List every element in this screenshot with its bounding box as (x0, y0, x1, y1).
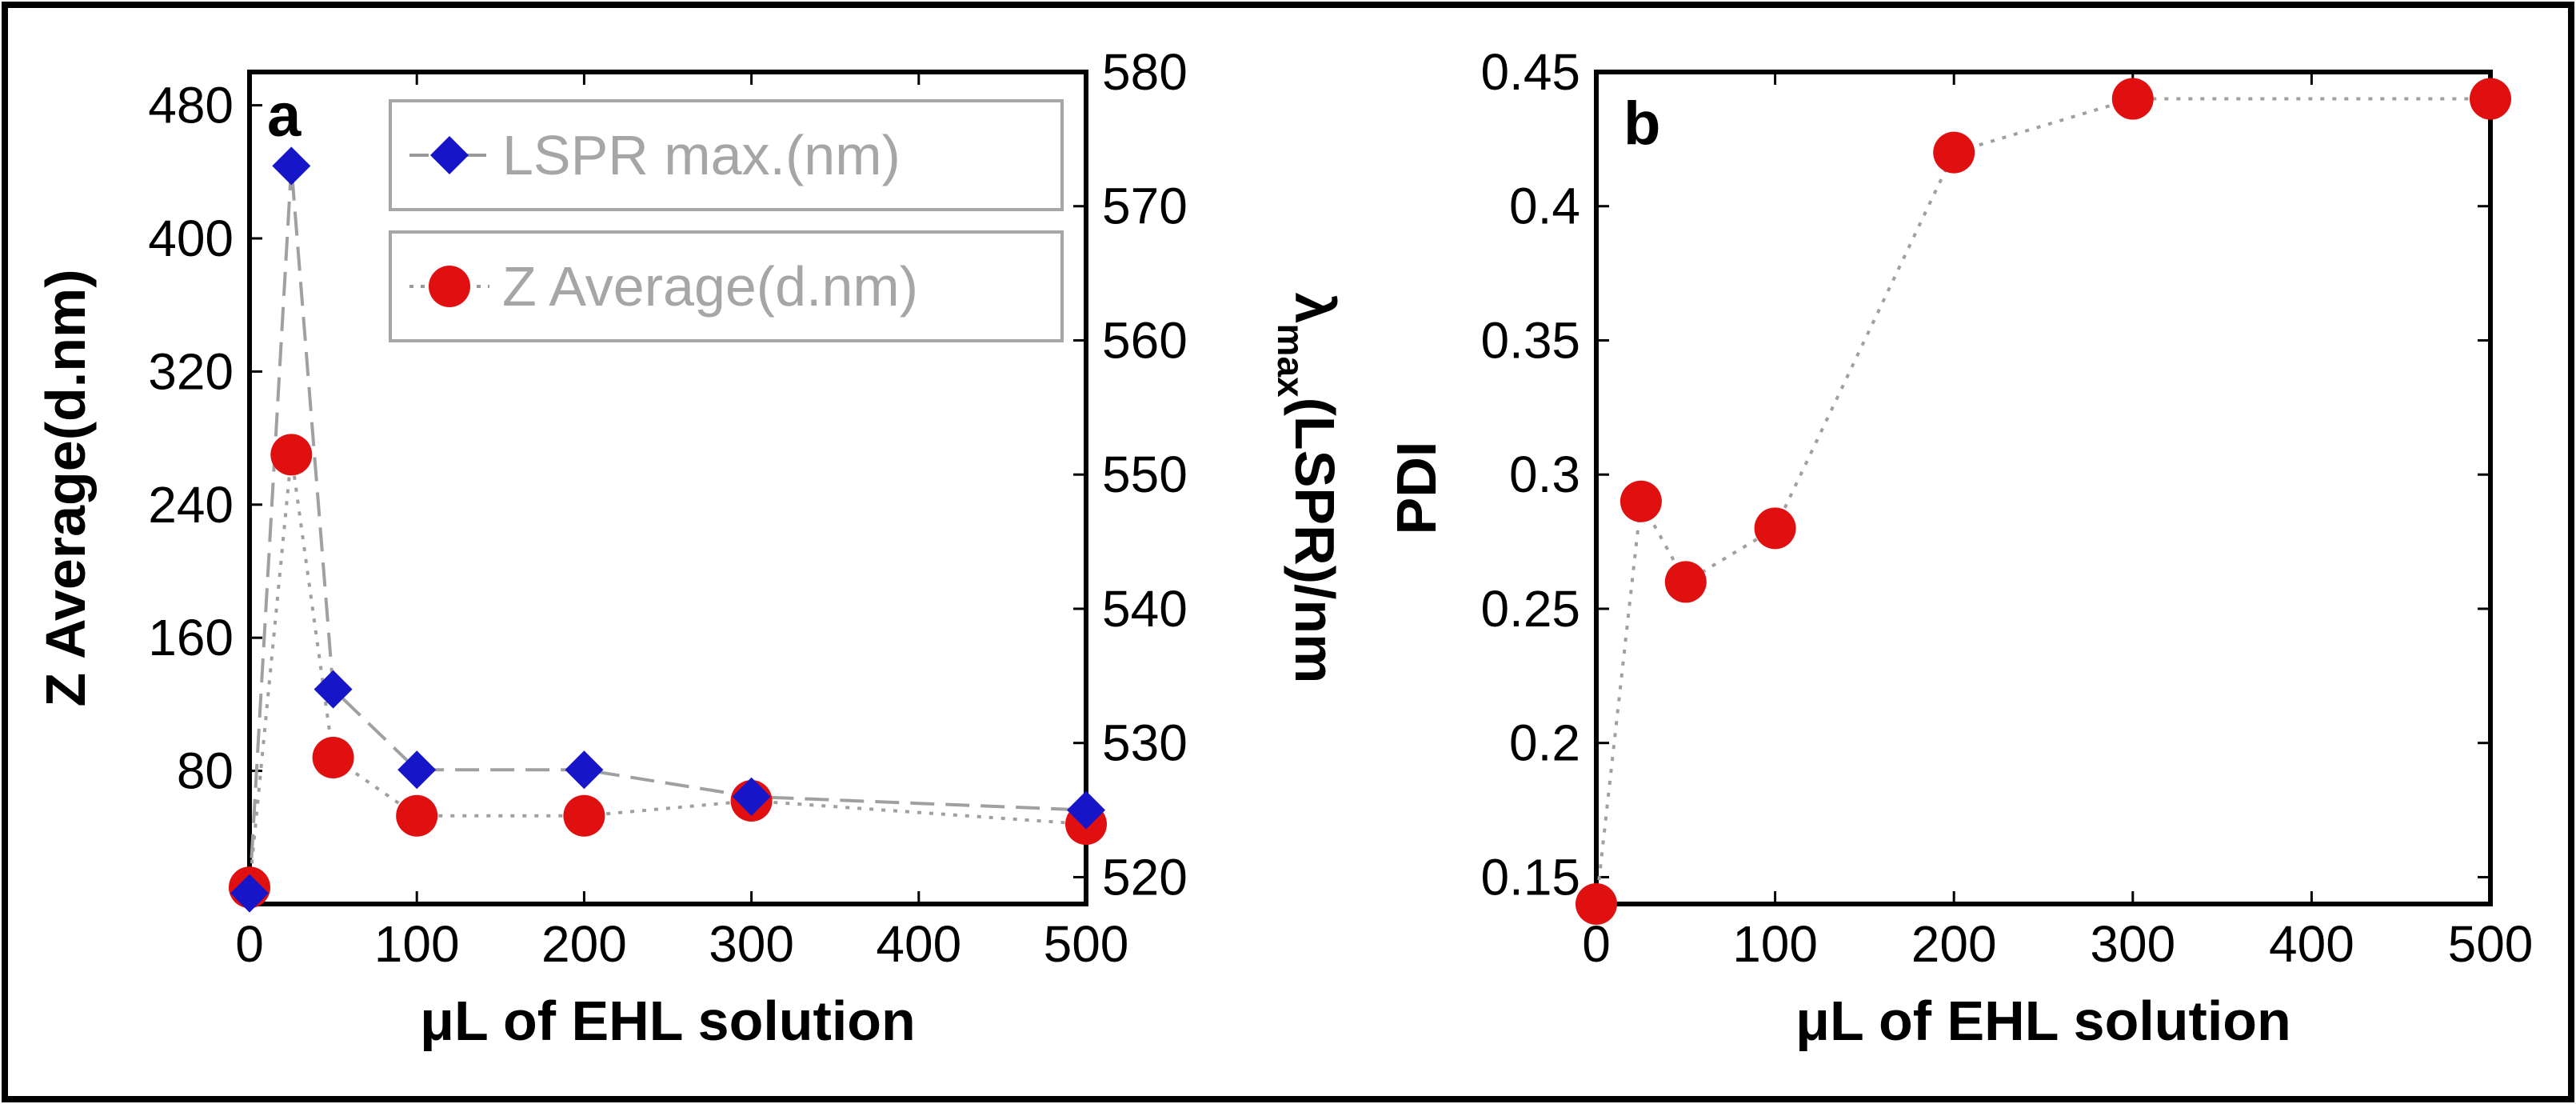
y2-tick-label: 520 (1102, 848, 1188, 906)
legend-label-lspr: LSPR max.(nm) (502, 124, 901, 186)
x-tick-label: 500 (1044, 915, 1129, 973)
data-point-circle (2470, 78, 2511, 120)
y-tick-label: 0.15 (1480, 848, 1580, 906)
data-point-diamond (397, 750, 437, 790)
y-tick-label: 80 (177, 742, 234, 800)
legend-marker-zavg (429, 266, 470, 307)
x-tick-label: 400 (876, 915, 961, 973)
x-axis-label-b: μL of EHL solution (1795, 990, 2291, 1052)
legend-label-zavg: Z Average(d.nm) (502, 255, 918, 318)
data-point-circle (2111, 78, 2154, 120)
x-tick-label: 100 (374, 915, 460, 973)
y2-label-lambda: λ (1284, 293, 1346, 324)
data-point-circle (1754, 507, 1796, 550)
data-point-diamond (1067, 790, 1105, 830)
plot-frame-a (247, 70, 1088, 906)
panel-a: 0 100 200 300 400 500 80 160 240 320 400 480 520 53… (34, 43, 1346, 1052)
x-tick-label: 200 (541, 915, 627, 973)
y-tick-label: 480 (148, 77, 234, 134)
x-tick-label: 300 (709, 915, 794, 973)
data-point-circle (270, 434, 313, 476)
y-axis-label-b: PDI (1385, 442, 1448, 535)
y-tick-label: 160 (148, 609, 234, 666)
svg-text:λmax(LSPR)/nm: λmax(LSPR)/nm (1270, 293, 1346, 684)
legend-box-zavg (389, 230, 1064, 342)
y2-axis-label-a: λmax(LSPR)/nm (1270, 293, 1346, 684)
y2-tick-label: 580 (1102, 43, 1188, 101)
y2-label-rest: (LSPR)/nm (1284, 398, 1346, 684)
y-tick-label: 0.4 (1509, 178, 1580, 235)
data-point-circle (1664, 561, 1707, 603)
data-point-diamond (565, 750, 604, 790)
data-point-circle (1619, 480, 1662, 522)
legend-marker-lspr (430, 136, 469, 174)
y-tick-label: 0.45 (1480, 43, 1580, 101)
data-point-circle (396, 794, 438, 837)
data-point-circle (312, 736, 354, 778)
series-line-circle (248, 454, 1087, 888)
x-axis-label-a: μL of EHL solution (420, 990, 916, 1052)
x-tick-label: 400 (2269, 915, 2354, 973)
y-tick-label: 0.3 (1509, 446, 1580, 503)
panel-label-b: b (1623, 90, 1660, 158)
y-tick-label: 0.35 (1480, 311, 1580, 369)
series-line-circle (1595, 97, 2490, 905)
legend: LSPR max.(nm) Z Average(d.nm) (389, 99, 1064, 342)
y-tick-label: 0.25 (1480, 580, 1580, 638)
data-point-diamond (230, 874, 269, 913)
plot-frame-b (1594, 70, 2493, 906)
panel-b: 0 100 200 300 400 500 0.150.20.250.30.350.40.… (1385, 43, 2533, 1052)
y-tick-label: 240 (148, 476, 234, 534)
data-point-diamond (314, 670, 353, 709)
data-point-diamond (272, 146, 311, 186)
data-point-diamond (732, 777, 771, 816)
y2-tick-label: 560 (1102, 311, 1188, 369)
y2-tick-label: 540 (1102, 580, 1188, 638)
y2-tick-label: 550 (1102, 446, 1188, 503)
x-tick-label: 0 (235, 915, 264, 973)
y2-tick-label: 570 (1102, 178, 1188, 235)
legend-box-lspr (389, 99, 1064, 211)
x-tick-label: 500 (2448, 915, 2534, 973)
x-tick-label: 100 (1732, 915, 1818, 973)
panel-label-a: a (267, 82, 302, 150)
x-tick-label: 200 (1911, 915, 1997, 973)
x-tick-label: 300 (2090, 915, 2175, 973)
y2-label-sub: max (1270, 324, 1312, 398)
data-point-circle (1576, 883, 1617, 925)
y2-tick-label: 530 (1102, 714, 1188, 772)
y-tick-label: 0.2 (1509, 714, 1580, 772)
data-point-circle (1933, 131, 1975, 174)
data-point-circle (563, 794, 605, 837)
y-tick-label: 320 (148, 342, 234, 400)
y-tick-label: 400 (148, 210, 234, 267)
y-axis-label-a: Z Average(d.nm) (34, 269, 97, 706)
